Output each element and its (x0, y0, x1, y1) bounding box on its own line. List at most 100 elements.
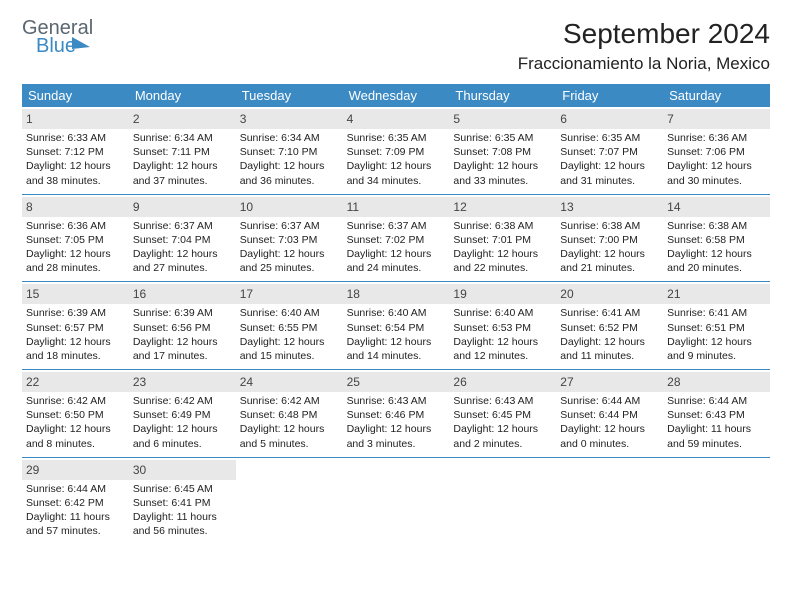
sunset-line: Sunset: 6:51 PM (667, 321, 766, 335)
month-title: September 2024 (518, 18, 770, 50)
daynum-row: 3 (236, 109, 343, 129)
daylight-line: Daylight: 12 hours (453, 335, 552, 349)
location-label: Fraccionamiento la Noria, Mexico (518, 54, 770, 74)
daylight-line: Daylight: 12 hours (453, 247, 552, 261)
daylight-line: Daylight: 12 hours (560, 335, 659, 349)
daynum-row: 21 (663, 284, 770, 304)
sunrise-line: Sunrise: 6:37 AM (347, 219, 446, 233)
day-number: 8 (26, 200, 33, 214)
daylight-line: Daylight: 11 hours (667, 422, 766, 436)
day-cell: 13Sunrise: 6:38 AMSunset: 7:00 PMDayligh… (556, 195, 663, 282)
sunrise-line: Sunrise: 6:38 AM (667, 219, 766, 233)
day-number: 30 (133, 463, 146, 477)
sunset-line: Sunset: 7:04 PM (133, 233, 232, 247)
daynum-row: 13 (556, 197, 663, 217)
sunset-line: Sunset: 7:06 PM (667, 145, 766, 159)
day-number: 24 (240, 375, 253, 389)
sunset-line: Sunset: 7:10 PM (240, 145, 339, 159)
sunset-line: Sunset: 6:55 PM (240, 321, 339, 335)
day-header: Monday (129, 84, 236, 107)
brand-sail-icon (72, 37, 90, 49)
sunrise-line: Sunrise: 6:42 AM (240, 394, 339, 408)
empty-cell (556, 458, 663, 545)
daylight-line: and 8 minutes. (26, 437, 125, 451)
day-number: 10 (240, 200, 253, 214)
day-number: 28 (667, 375, 680, 389)
sunrise-line: Sunrise: 6:44 AM (667, 394, 766, 408)
daylight-line: Daylight: 12 hours (560, 422, 659, 436)
daynum-row: 20 (556, 284, 663, 304)
day-cell: 12Sunrise: 6:38 AMSunset: 7:01 PMDayligh… (449, 195, 556, 282)
day-cell: 2Sunrise: 6:34 AMSunset: 7:11 PMDaylight… (129, 107, 236, 194)
day-header: Tuesday (236, 84, 343, 107)
sunrise-line: Sunrise: 6:35 AM (347, 131, 446, 145)
daylight-line: and 37 minutes. (133, 174, 232, 188)
sunrise-line: Sunrise: 6:41 AM (560, 306, 659, 320)
daylight-line: Daylight: 12 hours (560, 159, 659, 173)
day-cell: 30Sunrise: 6:45 AMSunset: 6:41 PMDayligh… (129, 458, 236, 545)
sunset-line: Sunset: 7:02 PM (347, 233, 446, 247)
daynum-row: 30 (129, 460, 236, 480)
empty-cell (236, 458, 343, 545)
day-cell: 11Sunrise: 6:37 AMSunset: 7:02 PMDayligh… (343, 195, 450, 282)
sunset-line: Sunset: 6:53 PM (453, 321, 552, 335)
daylight-line: Daylight: 12 hours (453, 422, 552, 436)
sunrise-line: Sunrise: 6:43 AM (453, 394, 552, 408)
sunset-line: Sunset: 6:56 PM (133, 321, 232, 335)
day-cell: 6Sunrise: 6:35 AMSunset: 7:07 PMDaylight… (556, 107, 663, 194)
day-number: 22 (26, 375, 39, 389)
daynum-row: 2 (129, 109, 236, 129)
daynum-row: 8 (22, 197, 129, 217)
daylight-line: and 20 minutes. (667, 261, 766, 275)
week-row: 15Sunrise: 6:39 AMSunset: 6:57 PMDayligh… (22, 281, 770, 369)
week-row: 1Sunrise: 6:33 AMSunset: 7:12 PMDaylight… (22, 107, 770, 194)
sunrise-line: Sunrise: 6:34 AM (240, 131, 339, 145)
day-cell: 3 Sunrise: 6:34 AMSunset: 7:10 PMDaylight… (236, 107, 343, 194)
brand-part2: Blue (36, 36, 76, 56)
daylight-line: Daylight: 12 hours (347, 335, 446, 349)
day-number: 9 (133, 200, 140, 214)
day-number: 11 (347, 200, 359, 214)
day-number: 16 (133, 287, 146, 301)
daynum-row: 24 (236, 372, 343, 392)
day-cell: 28Sunrise: 6:44 AMSunset: 6:43 PMDayligh… (663, 370, 770, 457)
day-headers-row: SundayMondayTuesdayWednesdayThursdayFrid… (22, 84, 770, 107)
day-number: 18 (347, 287, 360, 301)
sunrise-line: Sunrise: 6:45 AM (133, 482, 232, 496)
daylight-line: and 17 minutes. (133, 349, 232, 363)
calendar-page: General Blue September 2024 Fraccionamie… (0, 0, 792, 554)
day-number: 26 (453, 375, 466, 389)
day-number: 29 (26, 463, 39, 477)
sunrise-line: Sunrise: 6:42 AM (133, 394, 232, 408)
daynum-row: 1 (22, 109, 129, 129)
day-number: 14 (667, 200, 680, 214)
day-cell: 23Sunrise: 6:42 AMSunset: 6:49 PMDayligh… (129, 370, 236, 457)
daylight-line: Daylight: 12 hours (133, 335, 232, 349)
day-number: 20 (560, 287, 573, 301)
sunset-line: Sunset: 6:45 PM (453, 408, 552, 422)
sunset-line: Sunset: 6:41 PM (133, 496, 232, 510)
daylight-line: Daylight: 12 hours (453, 159, 552, 173)
daylight-line: Daylight: 12 hours (26, 335, 125, 349)
day-number: 17 (240, 287, 253, 301)
sunrise-line: Sunrise: 6:33 AM (26, 131, 125, 145)
day-number: 5 (453, 112, 460, 126)
daylight-line: and 25 minutes. (240, 261, 339, 275)
day-number: 21 (667, 287, 680, 301)
day-number: 13 (560, 200, 573, 214)
daylight-line: and 30 minutes. (667, 174, 766, 188)
daylight-line: and 11 minutes. (560, 349, 659, 363)
daynum-row: 4 (343, 109, 450, 129)
day-cell: 18Sunrise: 6:40 AMSunset: 6:54 PMDayligh… (343, 282, 450, 369)
daynum-row: 29 (22, 460, 129, 480)
sunset-line: Sunset: 7:07 PM (560, 145, 659, 159)
day-number: 4 (347, 112, 354, 126)
sunset-line: Sunset: 7:11 PM (133, 145, 232, 159)
daylight-line: and 31 minutes. (560, 174, 659, 188)
sunrise-line: Sunrise: 6:41 AM (667, 306, 766, 320)
daynum-row: 17 (236, 284, 343, 304)
day-number: 27 (560, 375, 573, 389)
daylight-line: Daylight: 12 hours (240, 159, 339, 173)
day-cell: 21Sunrise: 6:41 AMSunset: 6:51 PMDayligh… (663, 282, 770, 369)
daylight-line: Daylight: 12 hours (26, 422, 125, 436)
